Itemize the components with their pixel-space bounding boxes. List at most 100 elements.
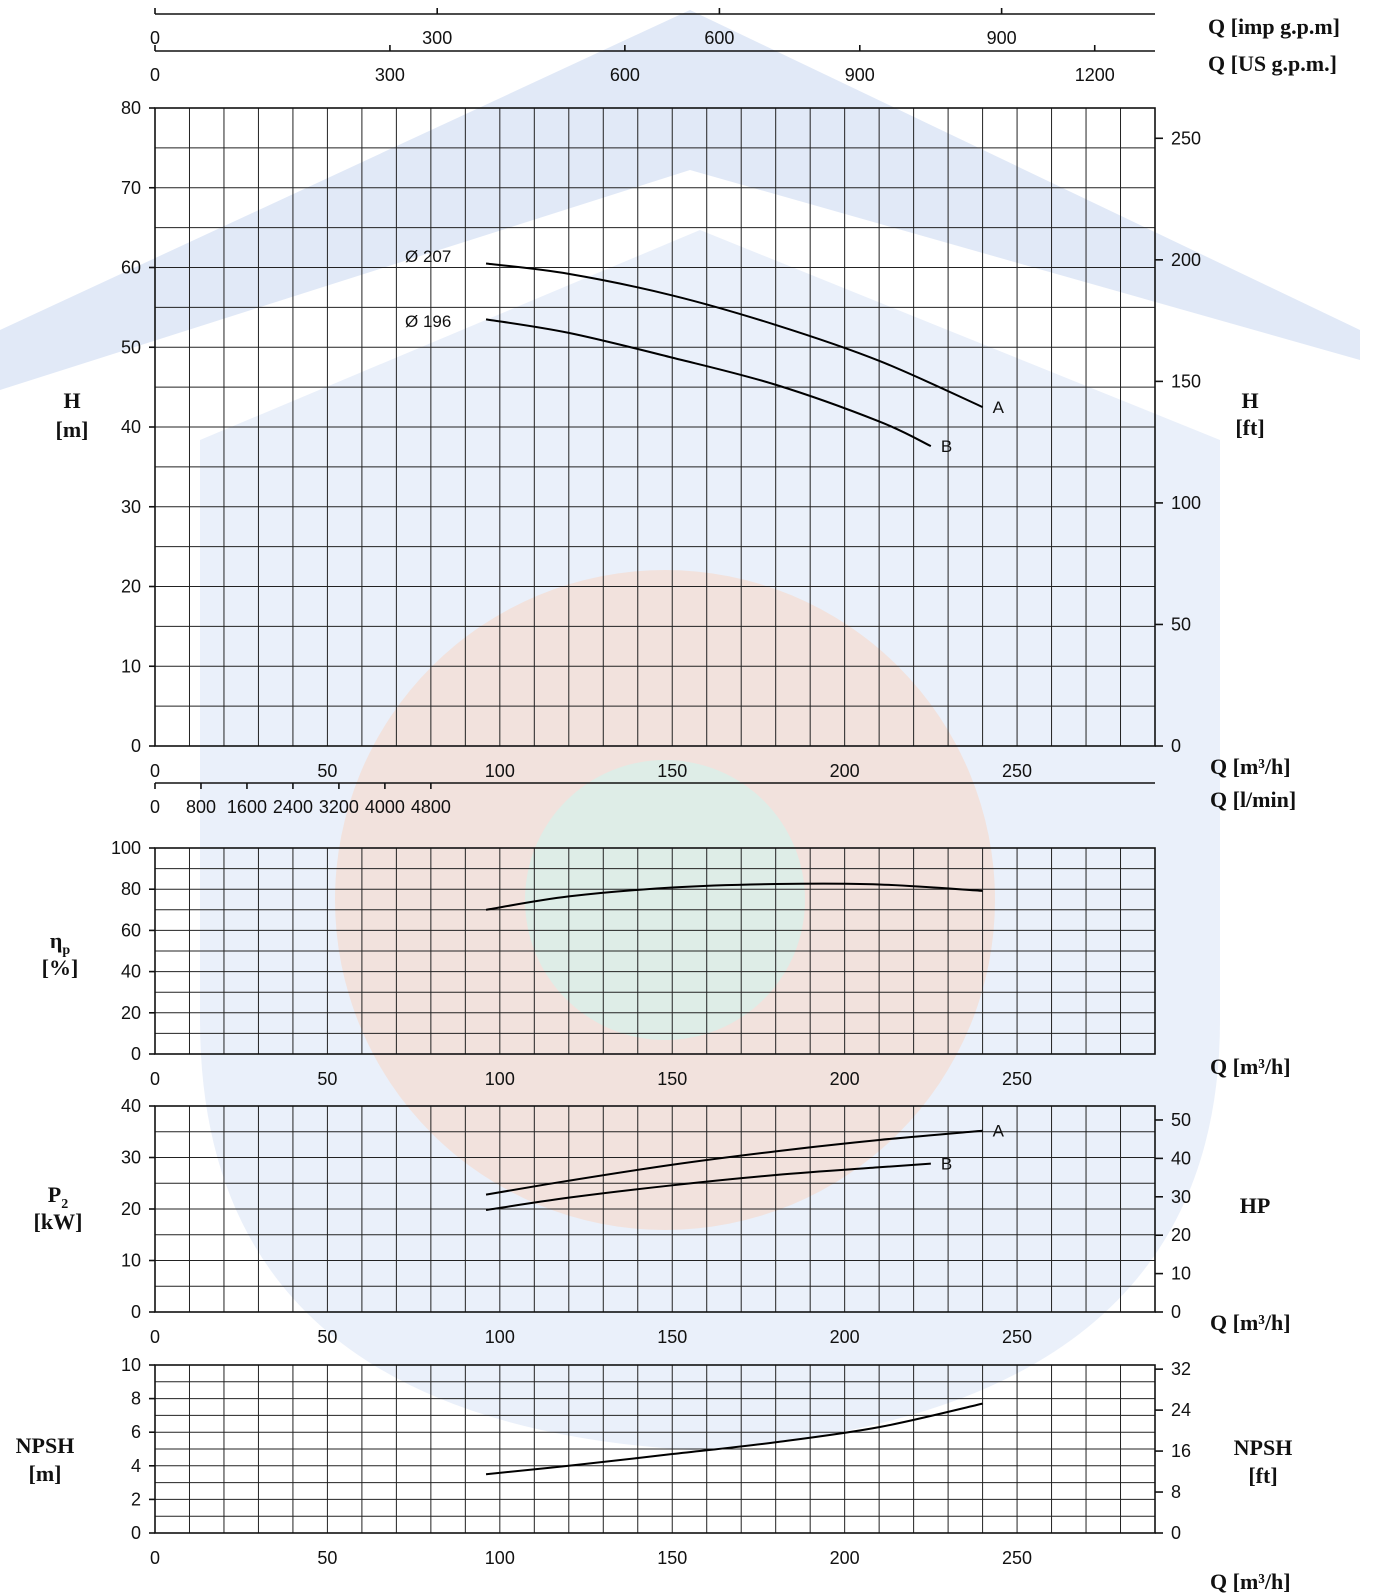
watermark-logo [0, 10, 1360, 1450]
y-tick-label: 30 [121, 497, 141, 517]
x-tick-label: 150 [657, 1327, 687, 1347]
x-tick-label: 250 [1002, 761, 1032, 781]
lmin-axis-tick-label: 4800 [411, 797, 451, 817]
y-tick-label: 4 [131, 1456, 141, 1476]
y-tick-label: 20 [121, 1003, 141, 1023]
y-axis-unit-m: [m] [56, 417, 89, 442]
watermark-roof [0, 10, 1360, 390]
y-tick-label: 100 [111, 838, 141, 858]
y-tick-label: 10 [121, 656, 141, 676]
series-label-A: A [993, 398, 1005, 417]
y2-axis-unit-ft: [ft] [1235, 415, 1264, 440]
panel-power: 0 10 20 30 40 0 50 100 150 200 250 0 10 20 30 40 50 A B Q [… [34, 1096, 1291, 1347]
lmin-axis-tick-label: 4000 [365, 797, 405, 817]
x-tick-label: 100 [485, 1069, 515, 1089]
y2-axis-label-hp: HP [1240, 1193, 1271, 1218]
y2-tick-label: 150 [1171, 371, 1201, 391]
y2-tick-label: 24 [1171, 1400, 1191, 1420]
x-tick-label: 50 [317, 1069, 337, 1089]
x-tick-label: 0 [150, 1548, 160, 1568]
watermark-hub [525, 760, 805, 1040]
y-tick-label: 70 [121, 178, 141, 198]
y-tick-label: 0 [131, 736, 141, 756]
x-tick-label: 0 [150, 761, 160, 781]
top-axis-tick-label: 1200 [1075, 65, 1115, 85]
y-tick-label: 50 [121, 337, 141, 357]
panel-efficiency: 0 20 40 60 80 100 0 50 100 150 200 250 Q [m³/h] ηp[%] [42, 838, 1291, 1089]
x-tick-label: 150 [657, 1069, 687, 1089]
y-tick-label: 10 [121, 1251, 141, 1271]
plot-frame [154, 1364, 1156, 1534]
y2-tick-label: 50 [1171, 1110, 1191, 1130]
y2-tick-label: 200 [1171, 250, 1201, 270]
top-axis-tick-label: 300 [375, 65, 405, 85]
series-label-B: B [941, 1155, 952, 1174]
lmin-axis-tick-label: 0 [150, 797, 160, 817]
y2-tick-label: 16 [1171, 1441, 1191, 1461]
y2-tick-label: 50 [1171, 614, 1191, 634]
x-tick-label: 150 [657, 761, 687, 781]
plot-frame [154, 847, 1156, 1055]
x-tick-label: 50 [317, 761, 337, 781]
y-tick-label: 40 [121, 417, 141, 437]
top-axis-tick-label: 600 [704, 28, 734, 48]
lmin-axis-tick-label: 2400 [273, 797, 313, 817]
top-axis-tick-label: 0 [150, 65, 160, 85]
x-tick-label: 250 [1002, 1548, 1032, 1568]
top-axis-tick-label: 900 [845, 65, 875, 85]
x-tick-label: 200 [830, 1069, 860, 1089]
y-tick-label: 0 [131, 1302, 141, 1322]
series-line-A [485, 262, 983, 408]
y2-axis-label-h: H [1241, 388, 1258, 413]
y2-tick-label: 30 [1171, 1187, 1191, 1207]
x-tick-label: 150 [657, 1548, 687, 1568]
lmin-axis-tick-label: 3200 [319, 797, 359, 817]
y2-tick-label: 100 [1171, 493, 1201, 513]
y-axis-unit-m: [m] [29, 1461, 62, 1486]
x-tick-label: 200 [830, 1327, 860, 1347]
x-axis-label: Q [m³/h] [1210, 1569, 1291, 1594]
y-tick-label: 40 [121, 962, 141, 982]
y-axis-unit-percent: [%] [42, 955, 79, 980]
x-tick-label: 100 [485, 1327, 515, 1347]
y-tick-label: 0 [131, 1044, 141, 1064]
x-axis-label: Q [m³/h] [1210, 1054, 1291, 1079]
series-label-B: B [941, 437, 952, 456]
y2-tick-label: 40 [1171, 1148, 1191, 1168]
x-tick-label: 100 [485, 761, 515, 781]
y-tick-label: 2 [131, 1489, 141, 1509]
y2-tick-label: 10 [1171, 1264, 1191, 1284]
y2-tick-label: 250 [1171, 128, 1201, 148]
diameter-label-196: Ø 196 [405, 312, 451, 331]
top-axis-tick-label: 900 [987, 28, 1017, 48]
lmin-axis-tick-label: 800 [186, 797, 216, 817]
series-line-B [485, 318, 932, 448]
series-line-efficiency [485, 882, 983, 911]
y-tick-label: 80 [121, 98, 141, 118]
y-tick-label: 80 [121, 879, 141, 899]
series-line-npsh [485, 1402, 983, 1476]
lmin-axis-tick-label: 1600 [227, 797, 267, 817]
y-tick-label: 40 [121, 1096, 141, 1116]
x-tick-label: 250 [1002, 1327, 1032, 1347]
diameter-label-207: Ø 207 [405, 247, 451, 266]
x-tick-label: 50 [317, 1548, 337, 1568]
y-tick-label: 30 [121, 1148, 141, 1168]
lmin-axis-label: Q [l/min] [1210, 787, 1296, 812]
y2-tick-label: 0 [1171, 1302, 1181, 1322]
y-axis-label-npsh: NPSH [16, 1433, 75, 1458]
y-axis-label-h: H [63, 388, 80, 413]
top-axis-tick-label: 0 [150, 28, 160, 48]
y-tick-label: 60 [121, 258, 141, 278]
y-axis-unit-kw: [kW] [34, 1209, 83, 1234]
top-axis-label: Q [US g.p.m.] [1208, 51, 1337, 76]
y-tick-label: 10 [121, 1355, 141, 1375]
y2-tick-label: 8 [1171, 1482, 1181, 1502]
series-label-A: A [993, 1122, 1005, 1141]
y2-axis-label-npsh: NPSH [1234, 1435, 1293, 1460]
x-tick-label: 0 [150, 1327, 160, 1347]
x-tick-label: 250 [1002, 1069, 1032, 1089]
